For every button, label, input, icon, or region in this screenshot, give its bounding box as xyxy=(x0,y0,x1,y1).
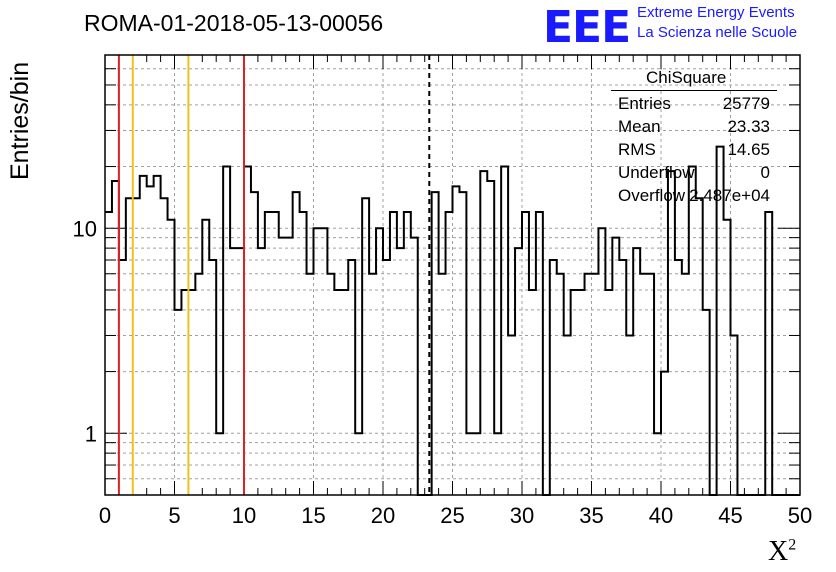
logo-line-1: Extreme Energy Events xyxy=(637,4,795,21)
x-tick-label: 25 xyxy=(440,503,464,528)
stats-entries-label: Entries xyxy=(618,94,671,113)
threshold-markers xyxy=(117,55,431,495)
x-tick-label: 40 xyxy=(649,503,673,528)
run-title: ROMA-01-2018-05-13-00056 xyxy=(84,10,384,36)
x-tick-label: 15 xyxy=(301,503,325,528)
x-tick-label: 5 xyxy=(168,503,180,528)
tick-labels: 0 5 10 15 20 25 30 35 40 45 50 1 10 xyxy=(73,216,813,528)
logo-line-2: La Scienza nelle Scuole xyxy=(637,24,798,41)
x-tick-label: 0 xyxy=(99,503,111,528)
stats-divider xyxy=(611,90,777,91)
stats-overflow-value: 2.487e+04 xyxy=(689,186,770,205)
stats-underflow-label: Underflow xyxy=(618,163,695,182)
x-tick-label: 10 xyxy=(232,503,256,528)
stats-underflow-value: 0 xyxy=(760,163,770,182)
stats-overflow-label: Overflow xyxy=(618,186,686,205)
plot-frame xyxy=(104,54,801,496)
stats-rms-value: 14.65 xyxy=(727,140,770,159)
stats-entries-value: 25779 xyxy=(722,94,770,113)
histogram-outline xyxy=(105,145,800,496)
y-axis-label: Entries/bin xyxy=(6,61,34,180)
x-tick-label: 20 xyxy=(371,503,395,528)
x-tick-label: 45 xyxy=(718,503,742,528)
x-axis-label: X2 xyxy=(768,536,797,567)
y-tick-label: 10 xyxy=(73,216,97,241)
stats-mean-value: 23.33 xyxy=(727,117,770,136)
x-tick-label: 35 xyxy=(579,503,603,528)
y-tick-label: 1 xyxy=(85,421,97,446)
stats-mean-label: Mean xyxy=(618,117,661,136)
x-tick-label: 50 xyxy=(788,503,812,528)
stats-box-title: ChiSquare xyxy=(646,68,727,87)
grid-lines xyxy=(105,55,800,495)
eee-logo: EEE xyxy=(543,2,631,53)
stats-rms-label: RMS xyxy=(618,140,656,159)
x-tick-label: 30 xyxy=(510,503,534,528)
